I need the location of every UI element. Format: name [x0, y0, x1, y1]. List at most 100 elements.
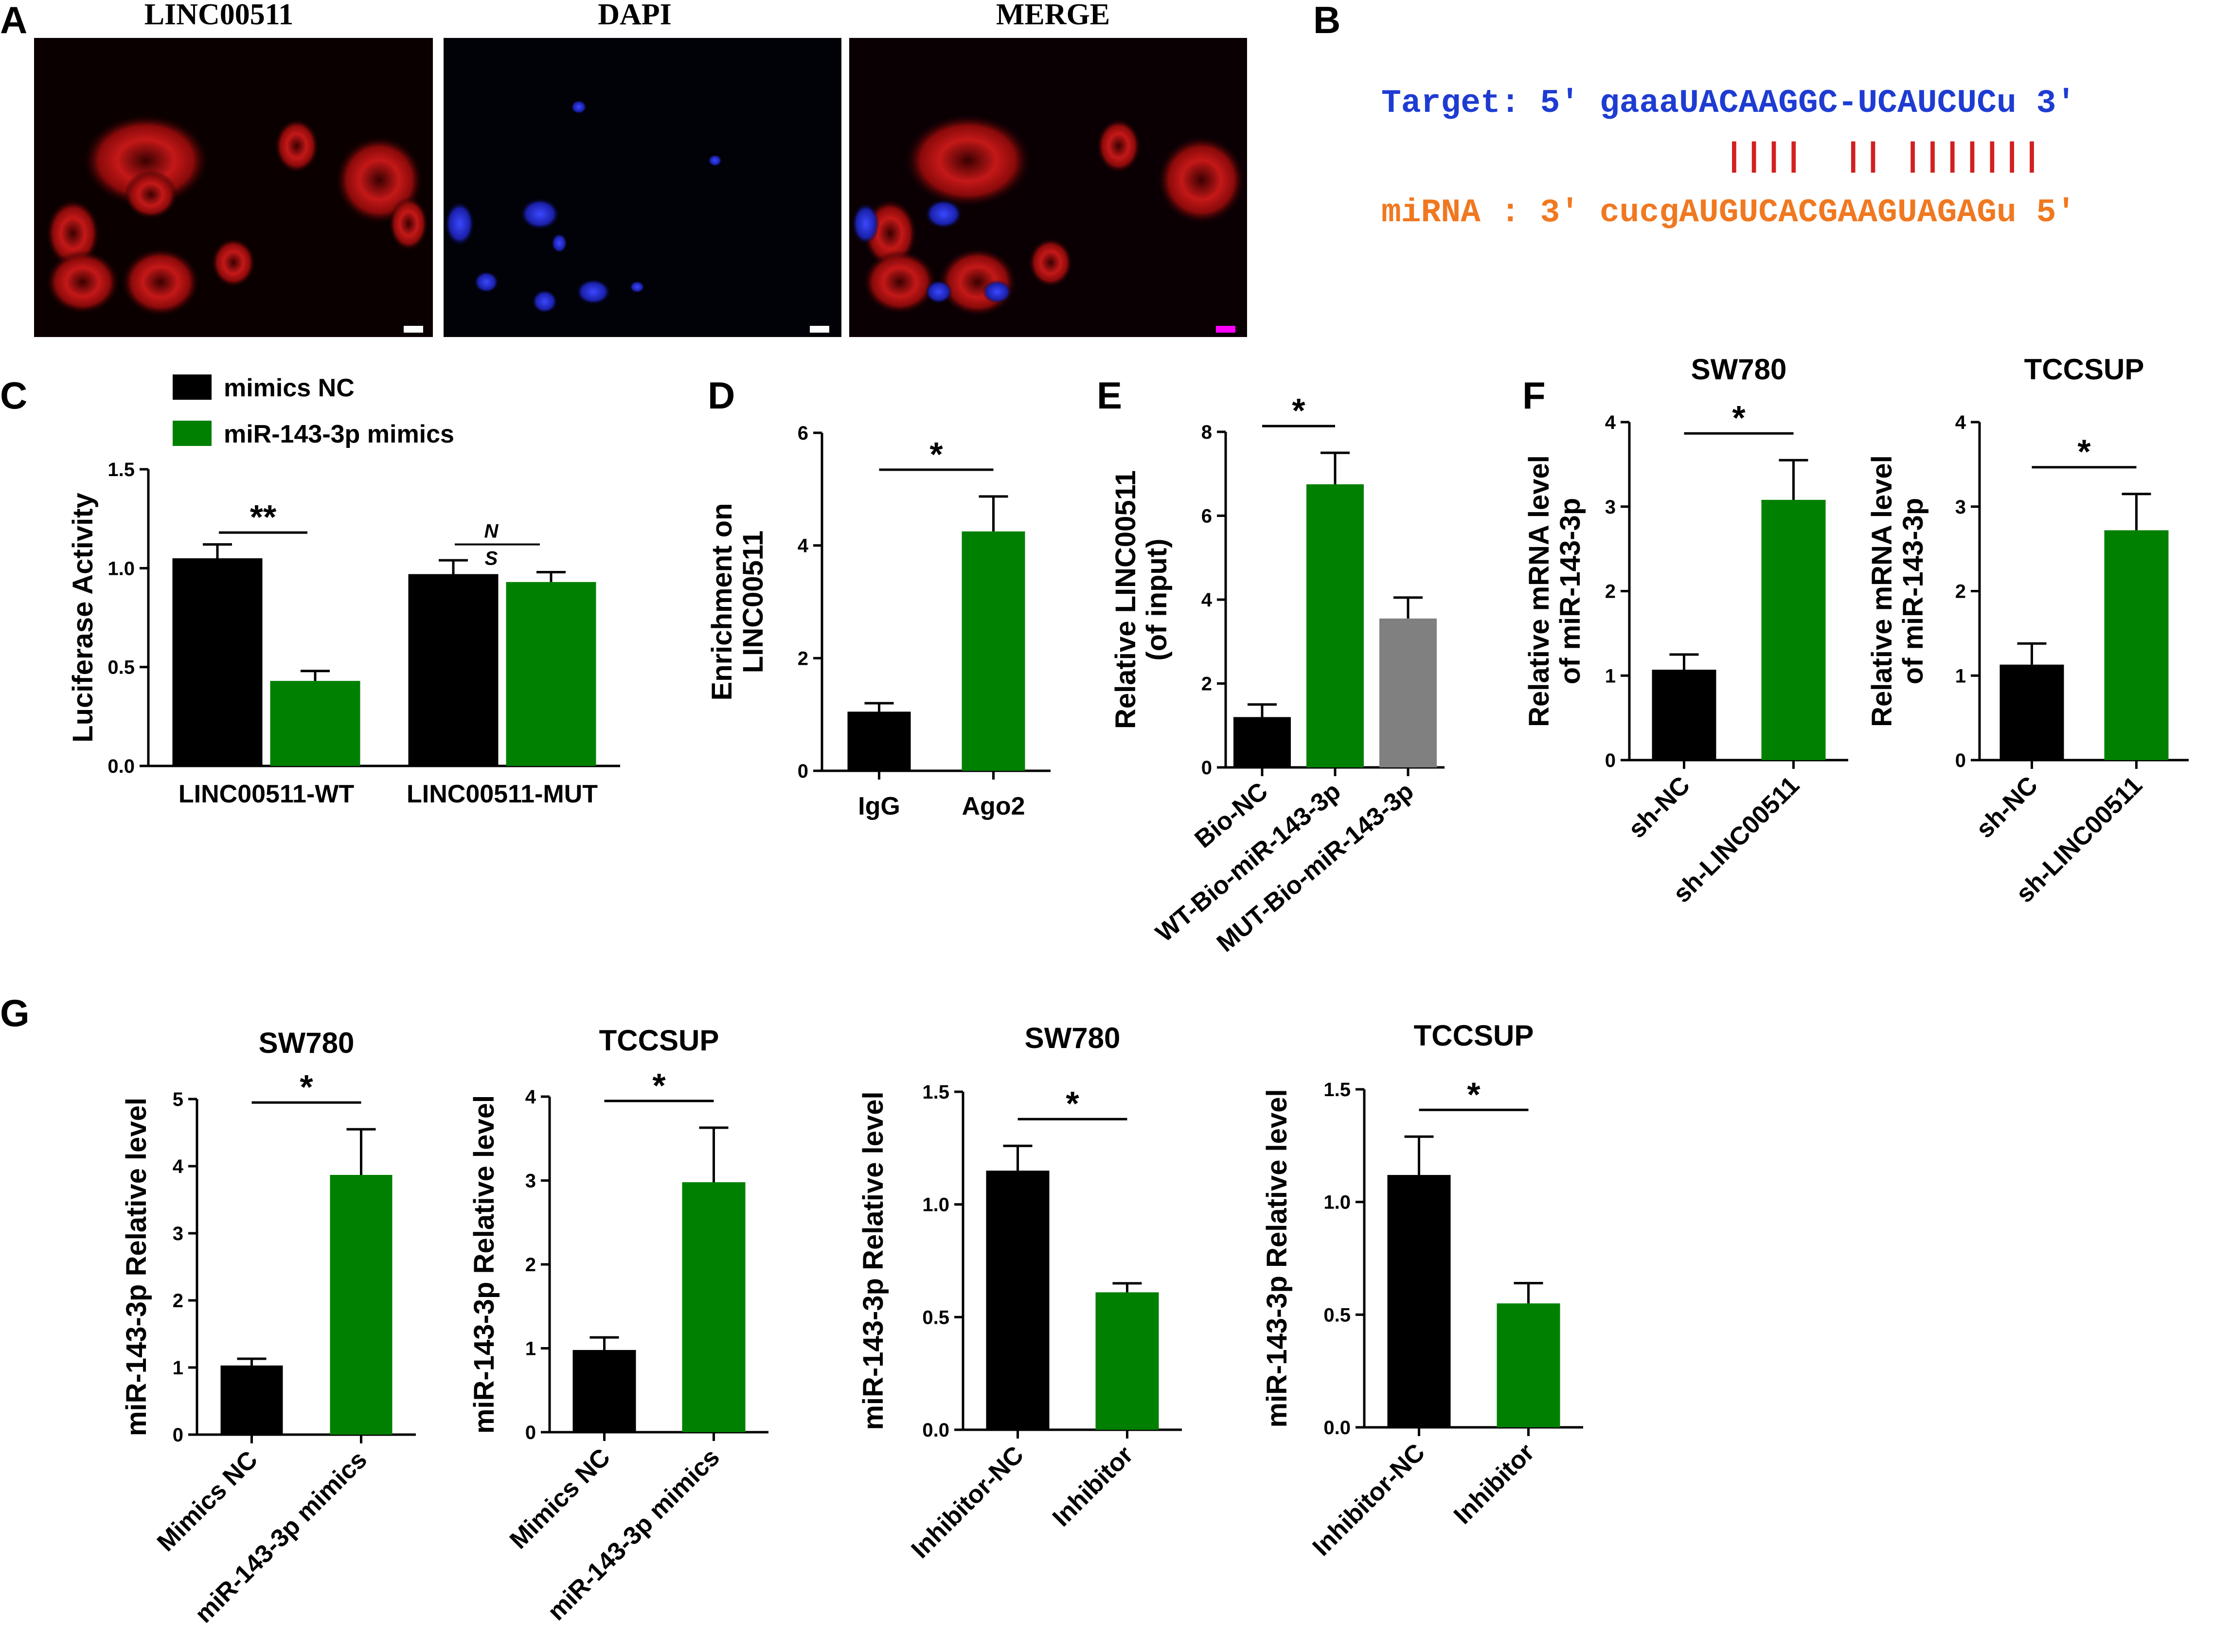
y-axis-label: miR-143-3p Relative level — [1261, 1089, 1293, 1427]
y-axis-label: Relative LINC00511(of input) — [1110, 470, 1173, 729]
y-tick-label: 1 — [525, 1338, 536, 1360]
panel-letter-f: F — [1522, 374, 1546, 417]
pairing-marks: |||| || ||||||| — [1724, 138, 2042, 176]
sig-marker: ** — [250, 498, 277, 536]
y-tick-label: 0 — [798, 761, 808, 782]
micro-title-merge: MERGE — [996, 0, 1110, 31]
bar — [682, 1182, 746, 1432]
x-category-label: LINC00511-MUT — [407, 780, 598, 808]
bar — [330, 1174, 393, 1435]
legend-label: miR-143-3p mimics — [224, 420, 454, 448]
x-category-label: Inhibitor-NC — [906, 1440, 1029, 1563]
y-tick-label: 4 — [1605, 412, 1616, 433]
y-tick-label: 6 — [798, 423, 808, 444]
y-axis-label-line: of miR-143-3p — [1897, 498, 1929, 685]
micro-title-linc00511: LINC00511 — [144, 0, 294, 31]
y-tick-label: 0 — [1605, 750, 1616, 771]
y-tick-label: 0 — [1955, 750, 1966, 771]
bar-nc — [172, 558, 263, 766]
y-axis-label-line: LINC00511 — [737, 531, 769, 673]
y-tick-label: 2 — [1605, 581, 1616, 603]
y-tick-label: 4 — [1955, 412, 1966, 433]
chart-title: TCCSUP — [599, 1024, 719, 1057]
y-axis-label-line: of miR-143-3p — [1554, 498, 1586, 685]
bar — [1497, 1303, 1560, 1427]
sig-marker: * — [929, 435, 943, 473]
y-tick-label: 1.0 — [922, 1194, 949, 1216]
chart-d: 0 2 4 6 Enrichment onLINC00511 IgG Ago2 * — [706, 423, 1051, 820]
y-tick-label: 2 — [1955, 581, 1966, 603]
y-tick-label: 4 — [525, 1086, 536, 1108]
sig-marker: * — [1467, 1075, 1481, 1113]
y-tick-label: 1 — [1605, 665, 1616, 687]
chart-title: SW780 — [259, 1027, 355, 1059]
micrograph-linc00511 — [34, 38, 433, 337]
panel-letter-e: E — [1097, 374, 1122, 417]
sig-marker: * — [1066, 1084, 1079, 1122]
x-category-label: Mimics NC — [152, 1445, 263, 1557]
target-sequence: Target: 5' gaaaUACAAGGC-UCAUCUCu 3' — [1381, 85, 2076, 122]
chart-f2: 0 1 2 3 4 Relative mRNA levelof miR-143-3p TCC… — [1866, 353, 2189, 908]
y-tick-label: 1.5 — [107, 459, 135, 480]
panel-a: LINC00511 DAPI MERGE — [34, 0, 1247, 337]
chart-title: SW780 — [1691, 353, 1787, 386]
y-tick-label: 3 — [1605, 497, 1616, 518]
y-tick-label: 0.5 — [1323, 1304, 1351, 1326]
y-axis-label-line: (of input) — [1141, 538, 1173, 660]
y-tick-label: 3 — [173, 1223, 183, 1244]
panel-letter-g: G — [0, 992, 30, 1034]
sig-marker: * — [652, 1066, 666, 1104]
y-tick-label: 0.0 — [1323, 1417, 1351, 1439]
y-tick-label: 6 — [1201, 506, 1212, 527]
micrograph-merge — [849, 38, 1247, 337]
chart-title: SW780 — [1025, 1022, 1121, 1054]
bar — [1761, 499, 1826, 760]
panel-letter-c: C — [0, 374, 27, 417]
x-category-label: Mimics NC — [504, 1443, 616, 1554]
y-tick-label: 8 — [1201, 422, 1212, 443]
y-tick-label: 3 — [525, 1171, 536, 1192]
y-axis-label: Enrichment onLINC00511 — [706, 503, 769, 700]
bar — [1095, 1292, 1159, 1430]
y-tick-label: 2 — [798, 648, 808, 669]
panel-letter-b: B — [1313, 0, 1340, 41]
y-tick-label: 4 — [1201, 589, 1213, 611]
y-tick-label: 0.5 — [107, 657, 135, 678]
chart-g2: 0 1 2 3 4 miR-143-3p Relative level TCCSUP Mimi… — [468, 1024, 768, 1626]
bar — [847, 711, 911, 771]
y-tick-label: 0 — [173, 1424, 183, 1446]
x-category-label: sh-NC — [1623, 771, 1695, 843]
bar — [1652, 670, 1716, 760]
y-tick-label: 2 — [173, 1290, 183, 1312]
bar — [2104, 530, 2169, 760]
y-tick-label: 2 — [525, 1254, 536, 1276]
y-tick-label: 1 — [173, 1357, 183, 1379]
y-axis-label-line: Relative mRNA level — [1866, 455, 1898, 727]
chart-c: 0.0 0.5 1.0 1.5 Luciferase Activity LINC00511… — [67, 374, 620, 808]
panel-b: Target: 5' gaaaUACAAGGC-UCAUCUCu 3' ||||… — [1381, 85, 2076, 231]
panel-letter-d: D — [708, 374, 735, 417]
sig-marker: * — [2077, 433, 2091, 471]
y-tick-label: 1.5 — [922, 1082, 949, 1103]
legend-label: mimics NC — [224, 374, 355, 402]
y-axis-label: miR-143-3p Relative level — [468, 1095, 500, 1434]
y-tick-label: 1 — [1955, 665, 1966, 687]
y-tick-label: 4 — [798, 535, 809, 557]
y-tick-label: 1.0 — [1323, 1192, 1351, 1213]
panel-letter-a: A — [0, 0, 27, 41]
bar — [1233, 717, 1291, 767]
mirna-sequence: miRNA : 3' cucgAUGUCACGAAGUAGAGu 5' — [1381, 194, 2076, 231]
bar — [220, 1365, 283, 1435]
x-category-label: Inhibitor — [1047, 1440, 1139, 1532]
ns-marker: S — [485, 548, 498, 569]
micro-title-dapi: DAPI — [598, 0, 672, 31]
x-category-label: Inhibitor-NC — [1307, 1438, 1430, 1561]
charts: 0.0 0.5 1.0 1.5 Luciferase Activity LINC00511… — [67, 353, 2189, 1629]
sig-marker: * — [300, 1068, 313, 1106]
ns-marker: N — [484, 521, 499, 542]
bar — [986, 1171, 1050, 1430]
bar — [1379, 618, 1437, 767]
sig-marker: * — [1732, 399, 1746, 437]
